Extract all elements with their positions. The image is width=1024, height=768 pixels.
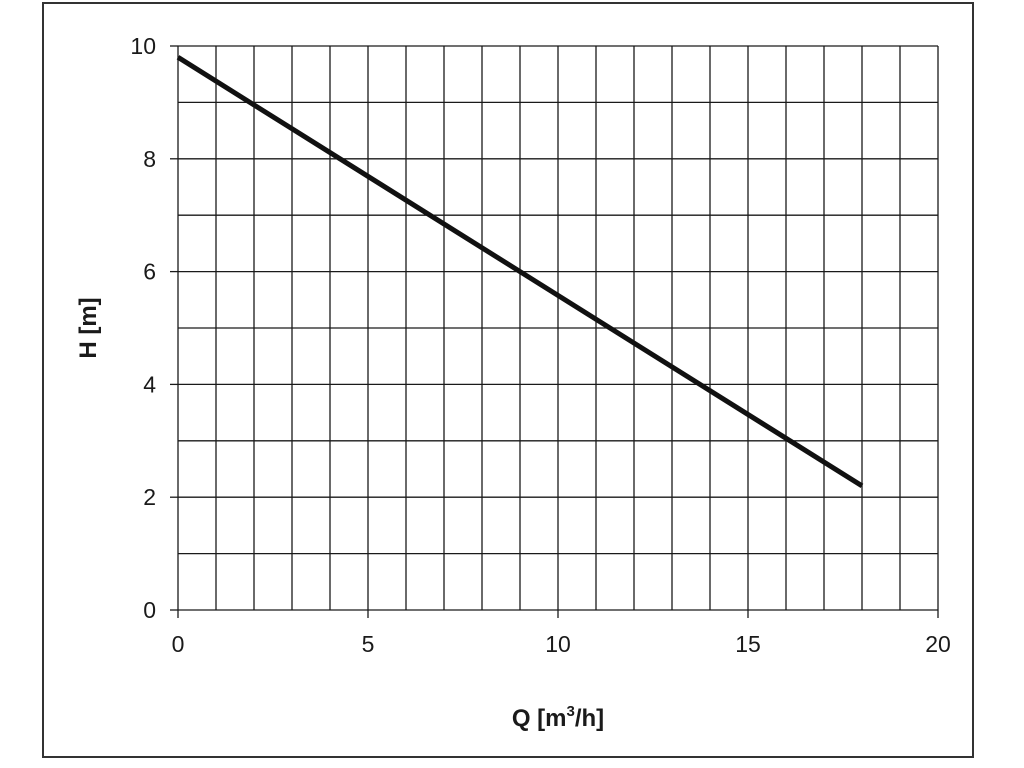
grid-lines <box>177 45 939 611</box>
series-layer <box>176 55 864 489</box>
x-tick-labels: 0 5 10 15 20 <box>172 631 951 657</box>
axis-ticks <box>170 45 939 618</box>
y-tick-label: 0 <box>143 597 156 623</box>
x-axis-title-prefix: Q [m <box>512 705 567 732</box>
y-tick-label: 4 <box>143 371 156 397</box>
series-line <box>176 55 864 489</box>
y-tick-label: 2 <box>143 484 156 510</box>
x-tick-label: 10 <box>545 631 571 657</box>
x-tick-label: 15 <box>735 631 761 657</box>
y-axis-title: H [m] <box>75 297 102 358</box>
y-tick-label: 10 <box>130 33 156 59</box>
x-axis-title-superscript: 3 <box>567 703 575 720</box>
x-axis-title-suffix: /h] <box>575 705 604 732</box>
x-tick-label: 5 <box>362 631 375 657</box>
x-tick-label: 0 <box>172 631 185 657</box>
pump-curve-chart: 0 5 10 15 20 0 2 4 6 8 10 Q [m3/h] H [m] <box>75 33 951 732</box>
y-tick-label: 6 <box>143 259 156 285</box>
x-axis-title: Q [m3/h] <box>512 703 604 732</box>
chart-frame: 0 5 10 15 20 0 2 4 6 8 10 Q [m3/h] H [m] <box>42 2 974 758</box>
y-tick-label: 8 <box>143 146 156 172</box>
x-tick-label: 20 <box>925 631 951 657</box>
y-tick-labels: 0 2 4 6 8 10 <box>130 33 156 623</box>
